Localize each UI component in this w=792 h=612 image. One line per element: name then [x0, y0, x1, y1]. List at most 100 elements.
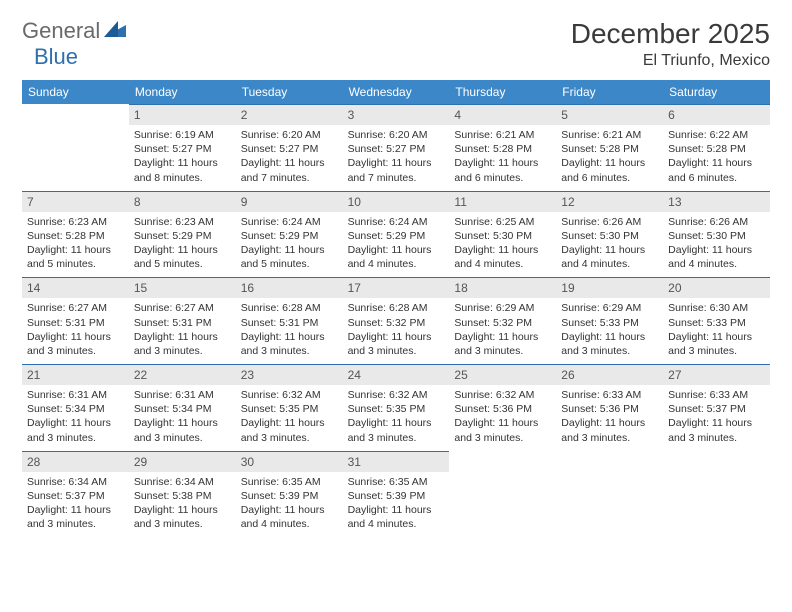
day-body: Sunrise: 6:32 AMSunset: 5:35 PMDaylight:…: [236, 385, 343, 451]
title-block: December 2025 El Triunfo, Mexico: [571, 18, 770, 70]
sunrise-line: Sunrise: 6:21 AM: [454, 128, 551, 142]
calendar-cell: 7Sunrise: 6:23 AMSunset: 5:28 PMDaylight…: [22, 191, 129, 278]
day-body: Sunrise: 6:20 AMSunset: 5:27 PMDaylight:…: [236, 125, 343, 191]
calendar-cell: 14Sunrise: 6:27 AMSunset: 5:31 PMDayligh…: [22, 277, 129, 364]
day-body: Sunrise: 6:31 AMSunset: 5:34 PMDaylight:…: [22, 385, 129, 451]
day-body: Sunrise: 6:35 AMSunset: 5:39 PMDaylight:…: [343, 472, 450, 538]
calendar-cell: 20Sunrise: 6:30 AMSunset: 5:33 PMDayligh…: [663, 277, 770, 364]
day-body: Sunrise: 6:33 AMSunset: 5:37 PMDaylight:…: [663, 385, 770, 451]
calendar-cell: 2Sunrise: 6:20 AMSunset: 5:27 PMDaylight…: [236, 104, 343, 191]
day-number: 13: [663, 192, 770, 212]
sunrise-line: Sunrise: 6:22 AM: [668, 128, 765, 142]
day-body: Sunrise: 6:19 AMSunset: 5:27 PMDaylight:…: [129, 125, 236, 191]
daylight-line: Daylight: 11 hours and 3 minutes.: [668, 416, 765, 444]
sunset-line: Sunset: 5:29 PM: [134, 229, 231, 243]
calendar-cell: 24Sunrise: 6:32 AMSunset: 5:35 PMDayligh…: [343, 364, 450, 451]
calendar-cell: 19Sunrise: 6:29 AMSunset: 5:33 PMDayligh…: [556, 277, 663, 364]
sunset-line: Sunset: 5:37 PM: [27, 489, 124, 503]
day-number: 6: [663, 105, 770, 125]
sunrise-line: Sunrise: 6:24 AM: [241, 215, 338, 229]
day-body: Sunrise: 6:26 AMSunset: 5:30 PMDaylight:…: [663, 212, 770, 278]
daylight-line: Daylight: 11 hours and 3 minutes.: [27, 416, 124, 444]
calendar-grid: SundayMondayTuesdayWednesdayThursdayFrid…: [22, 80, 770, 537]
day-body: Sunrise: 6:30 AMSunset: 5:33 PMDaylight:…: [663, 298, 770, 364]
daylight-line: Daylight: 11 hours and 5 minutes.: [27, 243, 124, 271]
day-number: 1: [129, 105, 236, 125]
sunrise-line: Sunrise: 6:23 AM: [134, 215, 231, 229]
sunrise-line: Sunrise: 6:20 AM: [241, 128, 338, 142]
calendar-cell: 21Sunrise: 6:31 AMSunset: 5:34 PMDayligh…: [22, 364, 129, 451]
day-body: Sunrise: 6:29 AMSunset: 5:32 PMDaylight:…: [449, 298, 556, 364]
sunrise-line: Sunrise: 6:21 AM: [561, 128, 658, 142]
sunset-line: Sunset: 5:39 PM: [241, 489, 338, 503]
sunset-line: Sunset: 5:34 PM: [27, 402, 124, 416]
dow-header: Saturday: [663, 80, 770, 104]
sunset-line: Sunset: 5:30 PM: [454, 229, 551, 243]
daylight-line: Daylight: 11 hours and 7 minutes.: [241, 156, 338, 184]
daylight-line: Daylight: 11 hours and 3 minutes.: [348, 416, 445, 444]
calendar-cell: 12Sunrise: 6:26 AMSunset: 5:30 PMDayligh…: [556, 191, 663, 278]
sunrise-line: Sunrise: 6:35 AM: [348, 475, 445, 489]
sunrise-line: Sunrise: 6:30 AM: [668, 301, 765, 315]
day-number: 16: [236, 278, 343, 298]
sunset-line: Sunset: 5:29 PM: [348, 229, 445, 243]
sunrise-line: Sunrise: 6:24 AM: [348, 215, 445, 229]
dow-header: Sunday: [22, 80, 129, 104]
sunset-line: Sunset: 5:34 PM: [134, 402, 231, 416]
sunrise-line: Sunrise: 6:26 AM: [668, 215, 765, 229]
calendar-cell: 1Sunrise: 6:19 AMSunset: 5:27 PMDaylight…: [129, 104, 236, 191]
dow-header: Wednesday: [343, 80, 450, 104]
sunrise-line: Sunrise: 6:20 AM: [348, 128, 445, 142]
day-number: 28: [22, 452, 129, 472]
calendar-cell: 3Sunrise: 6:20 AMSunset: 5:27 PMDaylight…: [343, 104, 450, 191]
day-body: Sunrise: 6:28 AMSunset: 5:31 PMDaylight:…: [236, 298, 343, 364]
day-number: 24: [343, 365, 450, 385]
daylight-line: Daylight: 11 hours and 3 minutes.: [134, 330, 231, 358]
calendar-cell-empty: [449, 451, 556, 538]
daylight-line: Daylight: 11 hours and 3 minutes.: [134, 503, 231, 531]
sunrise-line: Sunrise: 6:27 AM: [27, 301, 124, 315]
day-body: Sunrise: 6:23 AMSunset: 5:28 PMDaylight:…: [22, 212, 129, 278]
logo-word-general: General: [22, 18, 100, 44]
day-number: 23: [236, 365, 343, 385]
daylight-line: Daylight: 11 hours and 4 minutes.: [561, 243, 658, 271]
sunset-line: Sunset: 5:30 PM: [561, 229, 658, 243]
sunset-line: Sunset: 5:28 PM: [668, 142, 765, 156]
day-body: Sunrise: 6:26 AMSunset: 5:30 PMDaylight:…: [556, 212, 663, 278]
day-number: 20: [663, 278, 770, 298]
daylight-line: Daylight: 11 hours and 3 minutes.: [27, 330, 124, 358]
day-body: Sunrise: 6:24 AMSunset: 5:29 PMDaylight:…: [343, 212, 450, 278]
calendar-cell: 27Sunrise: 6:33 AMSunset: 5:37 PMDayligh…: [663, 364, 770, 451]
logo-word-blue: Blue: [34, 44, 78, 69]
sunset-line: Sunset: 5:36 PM: [561, 402, 658, 416]
sunset-line: Sunset: 5:28 PM: [27, 229, 124, 243]
sunset-line: Sunset: 5:27 PM: [348, 142, 445, 156]
day-number: 18: [449, 278, 556, 298]
day-number: 25: [449, 365, 556, 385]
calendar-cell: 9Sunrise: 6:24 AMSunset: 5:29 PMDaylight…: [236, 191, 343, 278]
calendar-cell: 17Sunrise: 6:28 AMSunset: 5:32 PMDayligh…: [343, 277, 450, 364]
sunrise-line: Sunrise: 6:27 AM: [134, 301, 231, 315]
sunrise-line: Sunrise: 6:28 AM: [348, 301, 445, 315]
daylight-line: Daylight: 11 hours and 3 minutes.: [27, 503, 124, 531]
day-number: 21: [22, 365, 129, 385]
logo-row2: Blue: [34, 44, 78, 70]
calendar-cell: 31Sunrise: 6:35 AMSunset: 5:39 PMDayligh…: [343, 451, 450, 538]
day-body: Sunrise: 6:24 AMSunset: 5:29 PMDaylight:…: [236, 212, 343, 278]
sunset-line: Sunset: 5:35 PM: [348, 402, 445, 416]
dow-header: Friday: [556, 80, 663, 104]
sunrise-line: Sunrise: 6:28 AM: [241, 301, 338, 315]
calendar-cell: 28Sunrise: 6:34 AMSunset: 5:37 PMDayligh…: [22, 451, 129, 538]
day-number: 10: [343, 192, 450, 212]
day-number: 12: [556, 192, 663, 212]
logo-mark-icon: [104, 21, 126, 42]
daylight-line: Daylight: 11 hours and 4 minutes.: [668, 243, 765, 271]
day-body: Sunrise: 6:34 AMSunset: 5:38 PMDaylight:…: [129, 472, 236, 538]
sunrise-line: Sunrise: 6:31 AM: [27, 388, 124, 402]
calendar-cell-empty: [663, 451, 770, 538]
daylight-line: Daylight: 11 hours and 6 minutes.: [561, 156, 658, 184]
sunset-line: Sunset: 5:39 PM: [348, 489, 445, 503]
calendar-cell: 26Sunrise: 6:33 AMSunset: 5:36 PMDayligh…: [556, 364, 663, 451]
dow-header: Tuesday: [236, 80, 343, 104]
sunset-line: Sunset: 5:32 PM: [348, 316, 445, 330]
